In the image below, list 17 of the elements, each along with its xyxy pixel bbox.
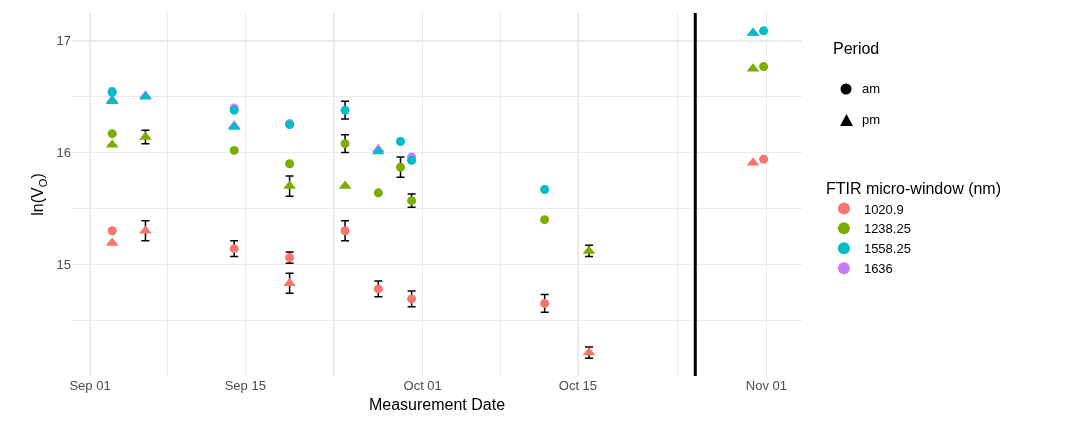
x-tick-label: Sep 01 [69, 378, 111, 393]
y-tick-label: 17 [56, 33, 71, 49]
x-tick-label: Sep 15 [224, 378, 266, 393]
legend-label: 1558.25 [863, 241, 911, 257]
text: am [862, 81, 881, 96]
y-tick-label: 15 [56, 256, 71, 272]
text: Period [833, 40, 880, 57]
legend-label: 1636 [863, 261, 893, 277]
x-tick-label: Oct 15 [558, 378, 598, 393]
text: FTIR micro-window (nm) [825, 179, 1002, 197]
x-tick-label: Oct 01 [403, 378, 442, 393]
legend-label: 1020.9 [863, 201, 904, 217]
x-axis-title: Measurement Date [368, 395, 506, 413]
y-tick-label: 16 [56, 145, 71, 161]
text: pm [862, 112, 881, 127]
legend-label: 1238.25 [863, 221, 911, 237]
x-tick-label: Nov 01 [745, 378, 788, 393]
